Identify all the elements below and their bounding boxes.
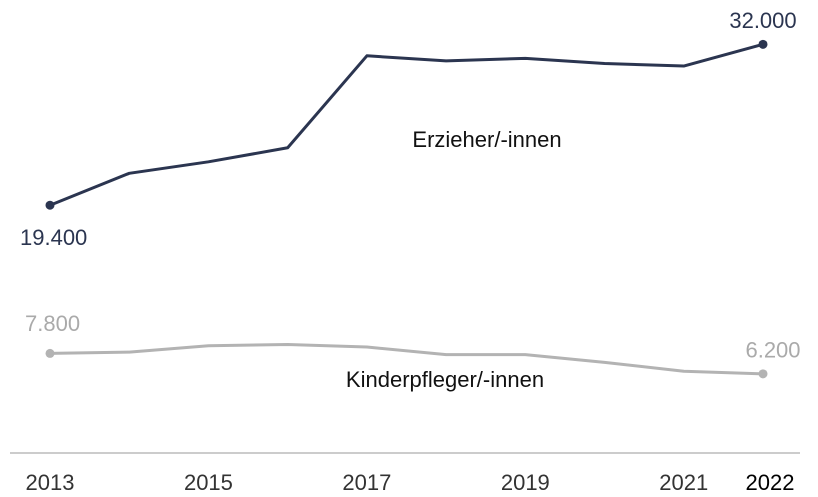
value-label: 6.200 <box>745 338 800 363</box>
series-line <box>49 342 764 376</box>
value-label: 19.400 <box>20 225 87 250</box>
value-label: 7.800 <box>25 311 80 336</box>
series-label: Kinderpfleger/-innen <box>346 367 544 392</box>
x-tick-label: 2019 <box>501 470 550 495</box>
x-tick-label: 2021 <box>659 470 708 495</box>
x-tick-label: 2015 <box>184 470 233 495</box>
x-tick-label: 2013 <box>26 470 75 495</box>
end-point <box>45 348 55 358</box>
end-point <box>758 369 768 379</box>
end-point <box>45 200 55 210</box>
end-point <box>758 39 768 49</box>
value-label: 32.000 <box>729 8 796 33</box>
x-tick-label: 2017 <box>342 470 391 495</box>
series-label: Erzieher/-innen <box>412 127 561 152</box>
x-tick-label: 2022 <box>746 470 795 495</box>
series-line <box>49 42 764 207</box>
